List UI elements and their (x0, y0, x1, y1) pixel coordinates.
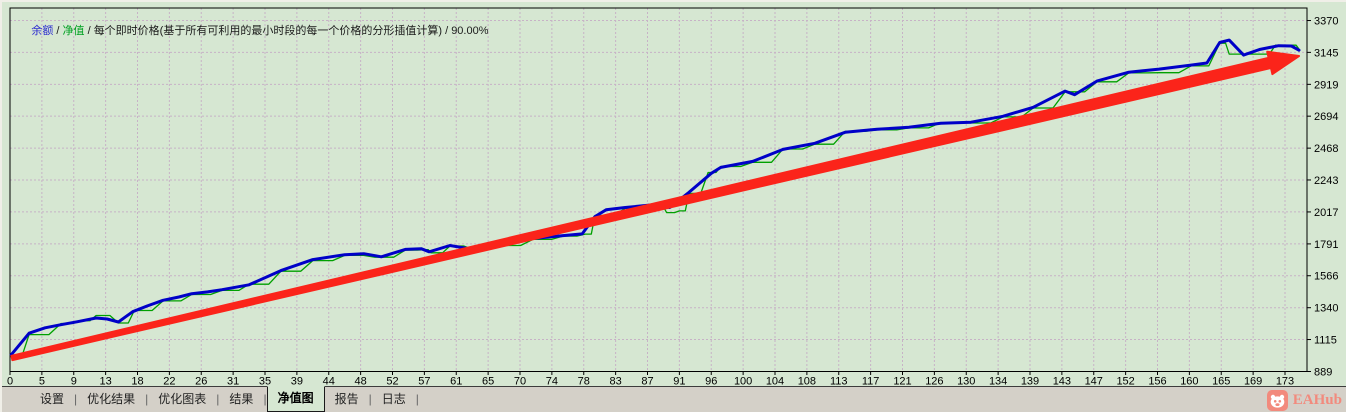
svg-text:87: 87 (641, 376, 653, 388)
svg-text:113: 113 (830, 376, 848, 388)
svg-text:74: 74 (546, 376, 558, 388)
tab-separator: | (263, 392, 267, 406)
svg-text:139: 139 (1021, 376, 1039, 388)
tab-equity-graph[interactable]: 净值图 (266, 386, 325, 412)
svg-text:44: 44 (323, 376, 335, 388)
svg-text:61: 61 (450, 376, 462, 388)
equity-line (10, 42, 1300, 356)
svg-text:5: 5 (39, 376, 45, 388)
tab-separator: | (145, 392, 149, 406)
svg-text:160: 160 (1180, 376, 1198, 388)
svg-text:889: 889 (1314, 367, 1332, 379)
svg-text:31: 31 (227, 376, 239, 388)
tab-optimization-graph[interactable]: 优化图表 (158, 392, 207, 406)
svg-text:52: 52 (386, 376, 398, 388)
svg-text:48: 48 (355, 376, 367, 388)
eahub-mascot-icon (1266, 389, 1288, 411)
svg-text:22: 22 (163, 376, 175, 388)
tab-report[interactable]: 报告 (334, 392, 359, 406)
tab-separator: | (216, 392, 220, 406)
svg-text:152: 152 (1116, 376, 1134, 388)
svg-text:2243: 2243 (1314, 175, 1338, 187)
svg-text:1340: 1340 (1314, 303, 1338, 315)
svg-text:96: 96 (705, 376, 717, 388)
svg-text:1566: 1566 (1314, 271, 1338, 283)
svg-text:2017: 2017 (1314, 207, 1338, 219)
svg-text:2919: 2919 (1314, 79, 1338, 91)
svg-text:13: 13 (100, 376, 112, 388)
plot-frame (9, 7, 1308, 372)
svg-text:0: 0 (7, 376, 13, 388)
svg-text:108: 108 (798, 376, 816, 388)
svg-text:91: 91 (673, 376, 685, 388)
balance-series-label: 余额 (31, 25, 54, 37)
svg-text:147: 147 (1085, 376, 1103, 388)
tester-tab-bar: 设置 | 优化结果 | 优化图表 | 结果 | 净值图 报告 | 日志 | EAHub (2, 386, 1346, 412)
svg-text:57: 57 (418, 376, 430, 388)
tab-separator: | (368, 392, 372, 406)
axis-ticks (9, 20, 1311, 375)
svg-text:78: 78 (578, 376, 590, 388)
modelling-quality: 90.00% (451, 25, 489, 37)
svg-text:134: 134 (989, 376, 1007, 388)
equity-series-label: 净值 (62, 25, 85, 37)
svg-text:2694: 2694 (1314, 111, 1338, 123)
svg-text:9: 9 (71, 376, 77, 388)
equity-chart-panel[interactable]: 0 5 9 13 18 22 26 31 35 39 44 48 52 57 61 65 70 74 78 83 87 9… (2, 2, 1346, 387)
svg-text:26: 26 (195, 376, 207, 388)
eahub-logo[interactable]: EAHub (1266, 387, 1346, 412)
legend-separator: / (84, 25, 94, 37)
tab-journal[interactable]: 日志 (381, 392, 406, 406)
svg-text:3370: 3370 (1314, 16, 1338, 28)
svg-text:156: 156 (1148, 376, 1166, 388)
chart-legend-title: 余额 / 净值 / 每个即时价格(基于所有可利用的最小时段的每一个价格的分形插值… (13, 10, 489, 50)
tester-tabs: 设置 | 优化结果 | 优化图表 | 结果 | 净值图 报告 | 日志 | (30, 386, 419, 412)
svg-text:70: 70 (514, 376, 526, 388)
svg-text:130: 130 (957, 376, 975, 388)
y-axis-labels: 3370 3145 2919 2694 2468 2243 2017 1791 1566 1340… (1314, 16, 1338, 379)
tab-optimization-results[interactable]: 优化结果 (87, 392, 136, 406)
svg-text:2468: 2468 (1314, 143, 1338, 155)
svg-text:173: 173 (1276, 376, 1294, 388)
x-axis-labels: 0 5 9 13 18 22 26 31 35 39 44 48 52 57 61 65 70 74 78 83 87 9… (7, 376, 1294, 388)
svg-text:165: 165 (1212, 376, 1230, 388)
svg-text:169: 169 (1244, 376, 1262, 388)
svg-text:117: 117 (862, 376, 880, 388)
tab-results[interactable]: 结果 (229, 392, 254, 406)
svg-text:1791: 1791 (1314, 239, 1338, 251)
trend-arrow-annotation[interactable] (10, 50, 1300, 362)
svg-text:100: 100 (734, 376, 752, 388)
legend-separator: / (53, 25, 63, 37)
svg-text:65: 65 (482, 376, 494, 388)
model-description: 每个即时价格(基于所有可利用的最小时段的每一个价格的分形插值计算) (93, 25, 443, 37)
legend-separator: / (442, 25, 452, 37)
svg-text:3145: 3145 (1314, 47, 1338, 59)
svg-text:143: 143 (1053, 376, 1071, 388)
eahub-logo-text: EAHub (1292, 391, 1342, 408)
tab-separator: | (74, 392, 78, 406)
chart-canvas[interactable]: 0 5 9 13 18 22 26 31 35 39 44 48 52 57 61 65 70 74 78 83 87 9… (2, 2, 1346, 387)
svg-text:104: 104 (766, 376, 784, 388)
svg-text:35: 35 (259, 376, 271, 388)
tab-settings[interactable]: 设置 (40, 392, 65, 406)
svg-text:121: 121 (893, 376, 911, 388)
tab-separator: | (415, 392, 419, 406)
svg-text:18: 18 (131, 376, 143, 388)
gridlines (10, 8, 1307, 372)
svg-text:126: 126 (925, 376, 943, 388)
svg-text:83: 83 (610, 376, 622, 388)
svg-text:39: 39 (291, 376, 303, 388)
svg-text:1115: 1115 (1314, 335, 1337, 347)
